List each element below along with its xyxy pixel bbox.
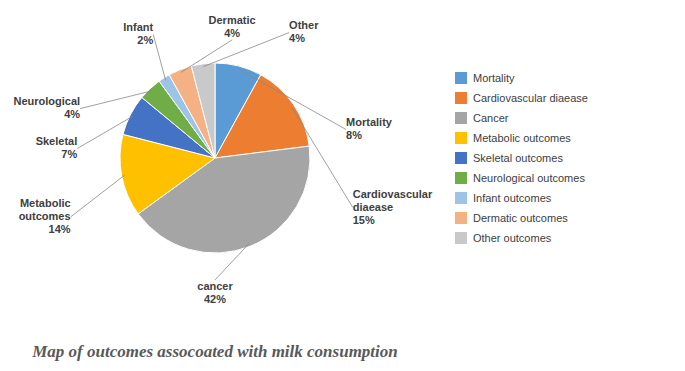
leader-line — [203, 33, 289, 67]
slice-label: Neurological4% — [13, 95, 80, 120]
slice — [215, 75, 309, 158]
slice-labels: Mortality8% Cardiovasculardiaease15% cance… — [13, 14, 432, 305]
slice-label-line: 15% — [353, 214, 375, 226]
slice-label-line: Other — [289, 19, 319, 31]
slice-label-line: 2% — [137, 34, 153, 46]
legend-item: Cancer — [455, 112, 509, 124]
legend-swatch — [455, 232, 467, 244]
legend-label: Metabolic outcomes — [473, 132, 571, 144]
slice-label-line: outcomes — [19, 210, 71, 222]
legend-swatch — [455, 92, 467, 104]
slice-label-line: Neurological — [13, 95, 80, 107]
legend-swatch — [455, 192, 467, 204]
legend-item: Metabolic outcomes — [455, 132, 571, 144]
legend-label: Infant outcomes — [473, 192, 552, 204]
leader-line — [71, 175, 125, 217]
legend-label: Other outcomes — [473, 232, 552, 244]
slice-label-line: cancer — [197, 280, 233, 292]
slice-label-line: Cardiovascular — [353, 188, 433, 200]
slice-label-line: Metabolic — [20, 197, 71, 209]
legend-item: Skeletal outcomes — [455, 152, 563, 164]
legend-label: Cardiovascular diaease — [473, 92, 588, 104]
slice-label-line: 4% — [224, 27, 240, 39]
slice-label-line: 4% — [64, 108, 80, 120]
slice-label-line: diaease — [353, 201, 393, 213]
leader-line — [181, 40, 232, 72]
legend-swatch — [455, 152, 467, 164]
legend-item: Dermatic outcomes — [455, 212, 568, 224]
leader-line — [80, 91, 152, 109]
legend-item: Other outcomes — [455, 232, 552, 244]
slice-label: Dermatic4% — [209, 14, 256, 39]
legend-label: Skeletal outcomes — [473, 152, 563, 164]
legend-swatch — [455, 72, 467, 84]
leader-line — [291, 106, 353, 207]
legend-item: Neurological outcomes — [455, 172, 585, 184]
slice-label-line: 42% — [204, 293, 226, 305]
slice-label-line: 4% — [289, 32, 305, 44]
legend-item: Cardiovascular diaease — [455, 92, 588, 104]
slice-label-line: Mortality — [346, 116, 393, 128]
slice-label: Other4% — [289, 19, 319, 44]
legend-item: Mortality — [455, 72, 515, 84]
legend-label: Dermatic outcomes — [473, 212, 568, 224]
legend-item: Infant outcomes — [455, 192, 552, 204]
leader-line — [153, 35, 165, 81]
legend: Mortality Cardiovascular diaease Cancer Met… — [455, 72, 588, 244]
slice-label-line: Skeletal — [36, 135, 78, 147]
leader-line — [238, 69, 346, 130]
slice — [191, 63, 215, 158]
slice-label-line: 14% — [49, 223, 71, 235]
slice-label: Infant2% — [123, 21, 153, 46]
legend-swatch — [455, 112, 467, 124]
pie: Mortality8% Cardiovasculardiaease15% cance… — [13, 14, 432, 305]
slice-label-line: 8% — [346, 129, 362, 141]
legend-label: Neurological outcomes — [473, 172, 585, 184]
legend-label: Cancer — [473, 112, 509, 124]
slice-label: cancer42% — [197, 280, 233, 305]
slice-label: Mortality8% — [346, 116, 393, 141]
slice-label-line: 7% — [61, 148, 77, 160]
leader-line — [77, 116, 133, 148]
legend-swatch — [455, 212, 467, 224]
title: Map of outcomes assocoated with milk con… — [31, 342, 398, 361]
slice-label: Metabolicoutcomes14% — [19, 197, 71, 235]
leader-line — [215, 244, 249, 280]
slice-label: Cardiovasculardiaease15% — [353, 188, 433, 226]
legend-label: Mortality — [473, 72, 515, 84]
legend-swatch — [455, 172, 467, 184]
chart: Mortality8%Cardiovasculardiaease15%cance… — [0, 0, 685, 371]
slice-label: Skeletal7% — [36, 135, 78, 160]
legend-swatch — [455, 132, 467, 144]
slice-label-line: Dermatic — [209, 14, 256, 26]
slice-label-line: Infant — [123, 21, 153, 33]
